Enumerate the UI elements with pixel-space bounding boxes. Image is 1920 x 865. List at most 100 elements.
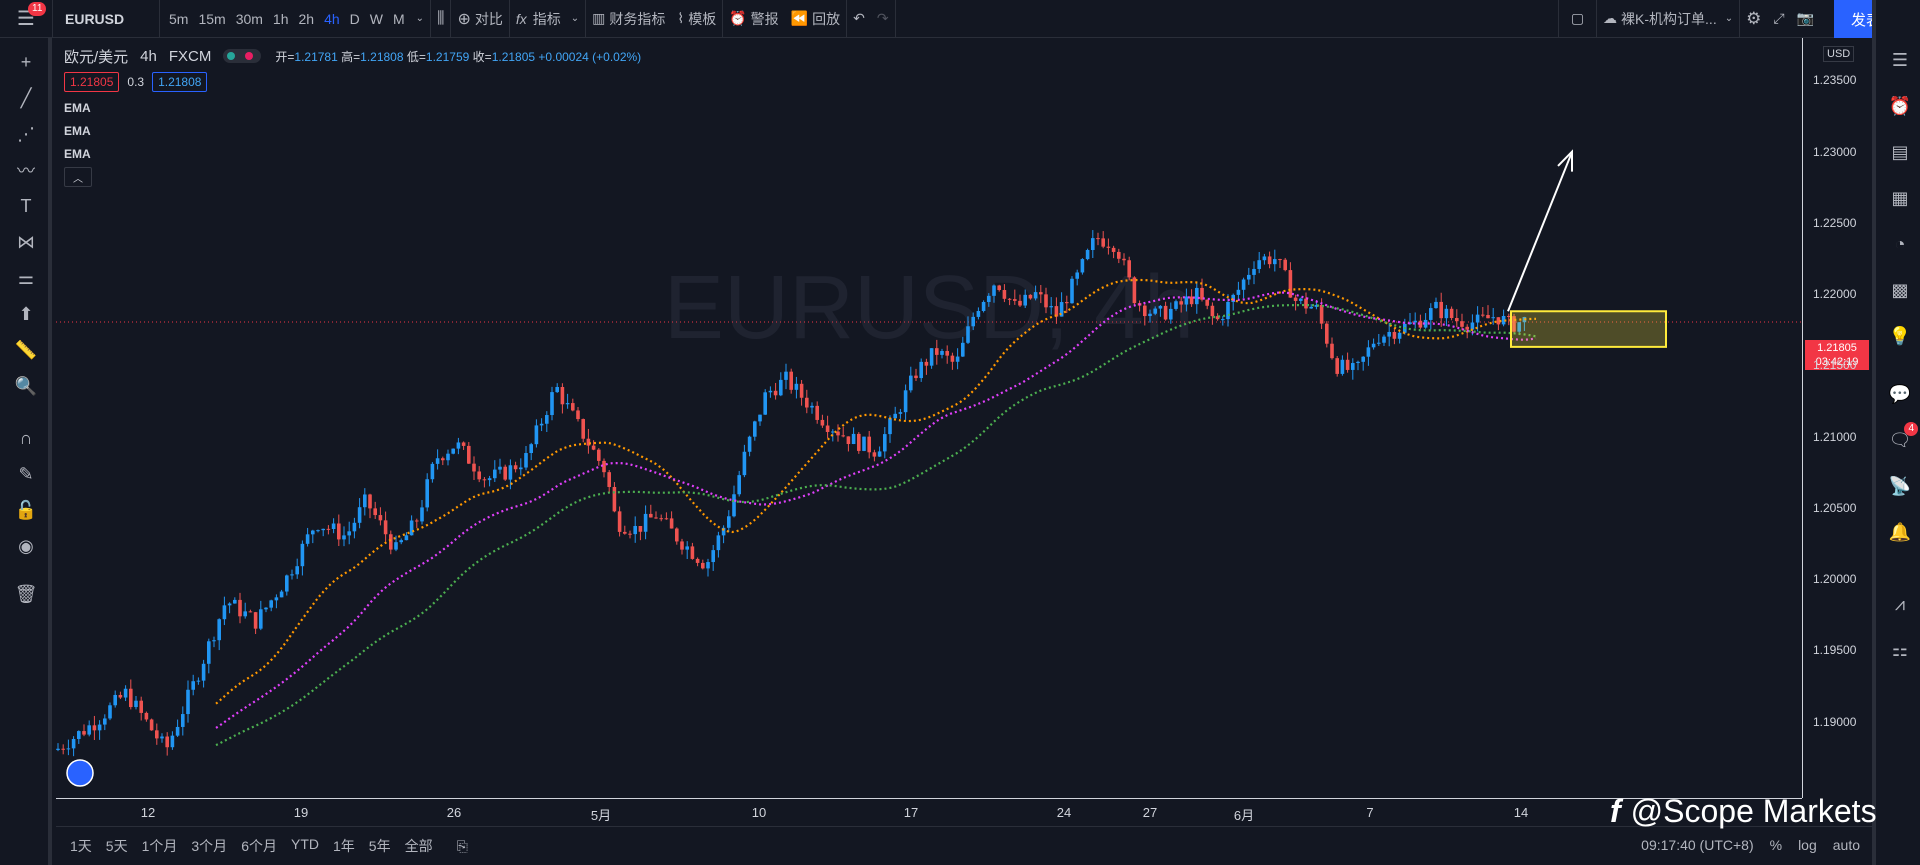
data-window-icon[interactable]: ▦ [1891, 187, 1909, 208]
chevron-down-icon[interactable]: ⌄ [415, 13, 425, 24]
candle-body [1013, 299, 1017, 301]
price-axis[interactable]: USD 1.21805 03:42:19 1.23500 1.23000 1.225… [1802, 38, 1872, 798]
range-5[interactable]: YTD [290, 836, 319, 852]
buy-button[interactable]: 1.21808 [152, 72, 208, 92]
range-3[interactable]: 3个月 [191, 838, 228, 854]
symbol-search[interactable]: EURUSD [65, 10, 125, 27]
watchlist-icon[interactable]: ☰ [1891, 49, 1909, 70]
calendar-icon[interactable]: ▩ [1891, 279, 1909, 300]
plus-circle-icon: ⊕ [457, 10, 471, 28]
change-value: +0.00024 (+0.02%) [538, 49, 642, 64]
ruler-icon[interactable]: 📏 [14, 339, 38, 360]
range-6[interactable]: 1年 [332, 838, 355, 854]
dom-icon[interactable]: ⚏ [1891, 639, 1909, 660]
messages-icon[interactable]: 🗨 4 [1884, 422, 1918, 456]
chart-style-button[interactable]: ⫼ [431, 0, 450, 38]
candle-body [191, 681, 195, 690]
time-axis[interactable]: 12 19 26 5月 10 17 24 27 6月 7 14 [56, 798, 1802, 826]
range-2[interactable]: 1个月 [141, 838, 178, 854]
interval-1h[interactable]: 1h [272, 10, 289, 27]
stream-icon[interactable]: 📡 [1888, 475, 1912, 496]
magnet-icon[interactable]: ∩ [19, 427, 33, 448]
layout-name[interactable]: ☁ 裸K-机构订单... ⌄ [1597, 0, 1739, 38]
pitchfork-icon[interactable]: ⋰ [17, 123, 35, 144]
templates-button[interactable]: ⌇ 模板 [671, 0, 722, 38]
candle-body [940, 350, 944, 355]
candle-body [290, 574, 294, 576]
fullscreen-layout-button[interactable]: ▢ [1559, 0, 1596, 38]
ema-indicator-3[interactable]: EMA [64, 147, 91, 161]
undo-button[interactable]: ↶ [847, 0, 871, 38]
alarm-icon[interactable]: ⏰ [1888, 95, 1912, 116]
range-4[interactable]: 6个月 [241, 838, 277, 854]
clock-time[interactable]: 09:17:40 (UTC+8) [1641, 837, 1754, 853]
hotlist-icon[interactable]: ◔ [1894, 233, 1906, 254]
candle-body [394, 542, 398, 550]
lock-icon[interactable]: 🔓 [14, 499, 38, 520]
interval-2h[interactable]: 2h [298, 10, 315, 27]
main-menu-button[interactable]: ☰ 11 [0, 0, 52, 38]
candle-body [815, 405, 819, 420]
alert-button[interactable]: ⏰ 警报 [723, 0, 784, 38]
pencil-lock-icon[interactable]: ✎ [18, 463, 34, 484]
fullscreen-button[interactable]: ⤢ [1767, 0, 1790, 38]
ema-indicator-1[interactable]: EMA [64, 101, 91, 115]
ema-indicator-2[interactable]: EMA [64, 124, 91, 138]
interval-5m[interactable]: 5m [169, 10, 189, 27]
eye-icon[interactable]: ◉ [18, 535, 34, 556]
notifications-icon[interactable]: 🔔 [1888, 521, 1912, 542]
goto-date-icon[interactable]: ⎘ [456, 837, 468, 854]
interval-M[interactable]: M [393, 10, 405, 27]
percent-toggle[interactable]: % [1769, 837, 1783, 853]
financials-button[interactable]: ▥ 财务指标 [586, 0, 671, 38]
candle-body [1366, 347, 1371, 357]
interval-15m[interactable]: 15m [198, 10, 226, 27]
candle-body [1325, 323, 1329, 344]
trash-icon[interactable]: 🗑 [14, 583, 38, 604]
chat-icon[interactable]: 💬 [1888, 383, 1912, 404]
settings-button[interactable]: ⚙ [1740, 0, 1767, 38]
snapshot-button[interactable]: 📷 [1791, 0, 1820, 38]
currency-label[interactable]: USD [1823, 46, 1855, 62]
range-1[interactable]: 5天 [105, 838, 128, 854]
text-icon[interactable]: T [20, 195, 32, 216]
candle-body [649, 513, 653, 518]
high-value: 1.21808 [360, 49, 404, 64]
candle-body [472, 463, 476, 472]
time-tick: 5月 [590, 808, 612, 823]
replay-button[interactable]: ⏪ 回放 [785, 0, 846, 38]
interval-D[interactable]: D [349, 10, 360, 27]
symbol-title[interactable]: 欧元/美元 [64, 48, 129, 66]
trendline-icon[interactable]: ╱ [20, 87, 32, 108]
candle-body [269, 600, 273, 608]
interval-W[interactable]: W [369, 10, 383, 27]
brush-icon[interactable]: 〰 [17, 161, 35, 181]
candle-body [737, 475, 741, 495]
trading-panel-icon[interactable]: ⩘ [1894, 593, 1906, 614]
range-7[interactable]: 5年 [368, 838, 391, 854]
candle-body [1028, 294, 1033, 299]
prediction-icon[interactable]: ⚌ [17, 267, 35, 288]
zoom-in-icon[interactable]: 🔍 [14, 375, 38, 396]
interval-30m[interactable]: 30m [235, 10, 263, 27]
crosshair-icon[interactable]: + [20, 51, 32, 72]
interval-4h[interactable]: 4h [324, 10, 340, 27]
auto-toggle[interactable]: auto [1832, 837, 1860, 853]
range-0[interactable]: 1天 [70, 838, 92, 854]
indicators-button[interactable]: fx 指标 ⌄ [510, 0, 585, 38]
pattern-icon[interactable]: ⋈ [17, 231, 35, 252]
collapse-legend-button[interactable]: ︿ [64, 167, 92, 187]
range-8[interactable]: 全部 [404, 838, 433, 854]
log-toggle[interactable]: log [1798, 837, 1817, 853]
news-icon[interactable]: ▤ [1891, 141, 1909, 162]
arrow-up-icon[interactable]: ⬆ [18, 303, 34, 324]
chart-pane[interactable]: EURUSD, 4h [56, 38, 1802, 798]
redo-button[interactable]: ↷ [871, 0, 895, 38]
sell-button[interactable]: 1.21805 [64, 72, 120, 92]
alarm-clock-icon: ⏰ [729, 10, 747, 26]
compare-button[interactable]: ⊕ 对比 [451, 0, 508, 38]
chart-canvas[interactable]: EURUSD, 4h [56, 38, 1802, 798]
candle-body [893, 413, 897, 419]
candle-body [175, 726, 180, 736]
ideas-icon[interactable]: 💡 [1888, 325, 1912, 346]
